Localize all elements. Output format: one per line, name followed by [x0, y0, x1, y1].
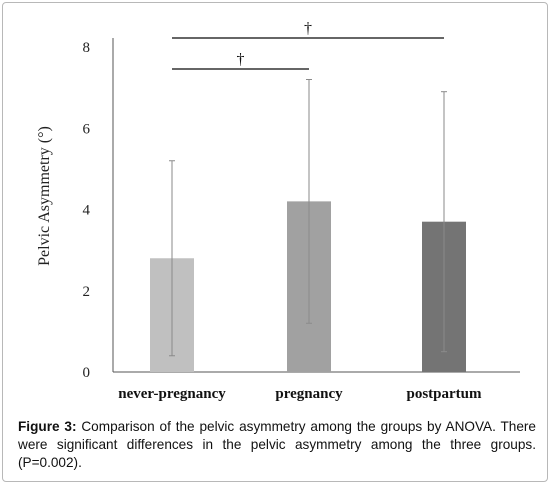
- significance-brackets: ††: [172, 20, 444, 70]
- caption-text: Comparison of the pelvic asymmetry among…: [18, 419, 536, 470]
- significance-mark: †: [237, 51, 245, 68]
- y-axis-title: Pelvic Asymmetry (°): [36, 126, 53, 266]
- error-bars: [169, 79, 447, 357]
- x-tick-label-pregnancy: pregnancy: [275, 386, 343, 402]
- x-tick-label-never-pregnancy: never-pregnancy: [118, 386, 226, 402]
- x-axis-labels: never-pregnancy pregnancy postpartum: [118, 386, 482, 402]
- significance-mark: †: [304, 20, 312, 37]
- bar-series: [150, 201, 466, 372]
- y-tick-label: 6: [83, 121, 91, 137]
- y-tick-label: 0: [83, 365, 91, 381]
- y-tick-label: 8: [83, 40, 91, 56]
- figure-caption: Figure 3: Comparison of the pelvic asymm…: [18, 418, 536, 472]
- y-axis-ticks: 0 2 4 6 8: [83, 40, 91, 381]
- y-tick-label: 2: [83, 284, 91, 300]
- caption-label: Figure 3:: [18, 419, 77, 434]
- x-tick-label-postpartum: postpartum: [406, 386, 482, 402]
- y-tick-label: 4: [83, 203, 91, 219]
